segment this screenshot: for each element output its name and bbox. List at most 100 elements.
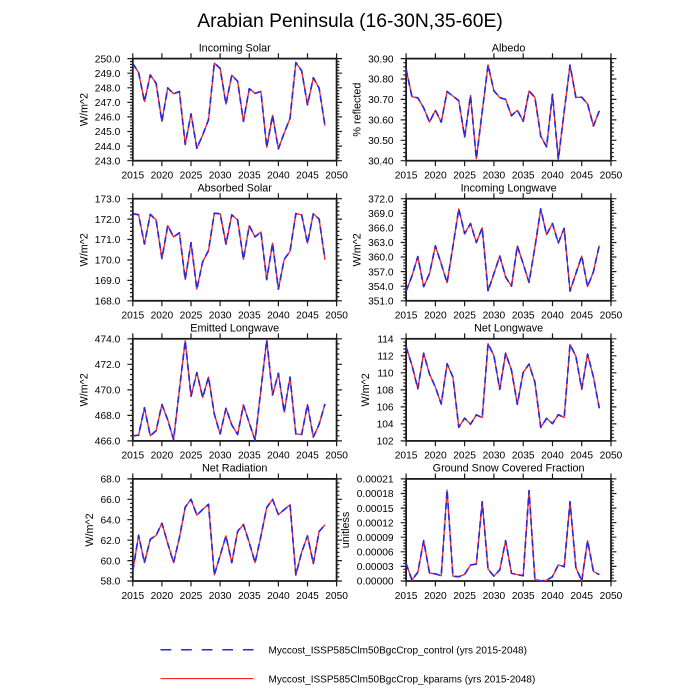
svg-text:247.0: 247.0	[95, 98, 121, 109]
svg-text:2040: 2040	[267, 451, 290, 462]
svg-text:172.0: 172.0	[95, 215, 121, 226]
svg-text:2015: 2015	[121, 171, 144, 182]
svg-text:351.0: 351.0	[368, 297, 394, 308]
svg-text:2045: 2045	[570, 171, 593, 182]
svg-text:2020: 2020	[151, 311, 174, 322]
svg-text:2015: 2015	[121, 591, 144, 602]
svg-text:114: 114	[377, 335, 394, 346]
svg-text:112: 112	[377, 352, 394, 363]
svg-text:2035: 2035	[512, 171, 535, 182]
svg-text:58.0: 58.0	[100, 577, 120, 588]
svg-text:Incoming Solar: Incoming Solar	[199, 42, 271, 54]
svg-text:Albedo: Albedo	[492, 42, 526, 54]
svg-text:2025: 2025	[180, 451, 203, 462]
svg-text:2050: 2050	[600, 591, 623, 602]
svg-text:2025: 2025	[180, 311, 203, 322]
svg-text:2020: 2020	[151, 451, 174, 462]
svg-text:Absorbed Solar: Absorbed Solar	[197, 183, 272, 195]
svg-text:2015: 2015	[121, 311, 144, 322]
svg-text:2045: 2045	[570, 311, 593, 322]
svg-text:2025: 2025	[180, 591, 203, 602]
svg-text:0.00012: 0.00012	[357, 518, 394, 529]
svg-text:30.90: 30.90	[368, 54, 394, 65]
svg-text:108: 108	[377, 386, 394, 397]
svg-text:110: 110	[377, 369, 394, 380]
svg-text:Myccost_ISSP585Clm50BgcCrop_co: Myccost_ISSP585Clm50BgcCrop_control (yrs…	[269, 646, 527, 657]
svg-text:468.0: 468.0	[95, 411, 121, 422]
svg-text:62.0: 62.0	[100, 536, 120, 547]
svg-text:Arabian Peninsula (16-30N,35-6: Arabian Peninsula (16-30N,35-60E)	[197, 11, 502, 32]
svg-text:2040: 2040	[541, 171, 564, 182]
svg-text:2020: 2020	[424, 451, 447, 462]
svg-text:2030: 2030	[209, 311, 232, 322]
svg-text:0.00000: 0.00000	[357, 577, 394, 588]
svg-text:354.0: 354.0	[368, 282, 394, 293]
svg-text:2015: 2015	[395, 451, 418, 462]
svg-text:Incoming Longwave: Incoming Longwave	[461, 183, 557, 195]
svg-text:0.00018: 0.00018	[357, 489, 394, 500]
svg-text:2025: 2025	[180, 171, 203, 182]
svg-text:466.0: 466.0	[95, 437, 121, 448]
svg-text:68.0: 68.0	[100, 475, 120, 486]
svg-text:2040: 2040	[267, 591, 290, 602]
svg-text:66.0: 66.0	[100, 495, 120, 506]
svg-text:2015: 2015	[395, 171, 418, 182]
svg-text:2045: 2045	[570, 591, 593, 602]
svg-text:470.0: 470.0	[95, 386, 121, 397]
svg-text:Ground Snow Covered Fraction: Ground Snow Covered Fraction	[433, 463, 585, 475]
svg-text:30.80: 30.80	[368, 75, 394, 86]
svg-text:2050: 2050	[325, 311, 348, 322]
svg-text:Net Longwave: Net Longwave	[474, 323, 543, 335]
svg-text:2050: 2050	[600, 311, 623, 322]
svg-text:2050: 2050	[325, 591, 348, 602]
svg-text:2040: 2040	[541, 311, 564, 322]
svg-text:2035: 2035	[512, 451, 535, 462]
svg-text:102: 102	[377, 437, 394, 448]
svg-text:104: 104	[377, 420, 394, 431]
svg-text:0.00006: 0.00006	[357, 548, 394, 559]
svg-text:2020: 2020	[424, 171, 447, 182]
svg-text:2030: 2030	[209, 591, 232, 602]
svg-text:0.00021: 0.00021	[357, 475, 394, 486]
svg-text:W/m^2: W/m^2	[78, 233, 90, 266]
svg-text:248.0: 248.0	[95, 84, 121, 95]
svg-text:2040: 2040	[267, 171, 290, 182]
svg-text:244.0: 244.0	[95, 142, 121, 153]
svg-text:2050: 2050	[325, 171, 348, 182]
svg-text:2045: 2045	[570, 451, 593, 462]
svg-text:30.50: 30.50	[368, 136, 394, 147]
svg-text:243.0: 243.0	[95, 156, 121, 167]
svg-text:372.0: 372.0	[368, 194, 394, 205]
svg-text:W/m^2: W/m^2	[78, 373, 90, 406]
svg-text:2045: 2045	[296, 311, 319, 322]
svg-text:2035: 2035	[512, 591, 535, 602]
svg-text:2045: 2045	[296, 591, 319, 602]
svg-text:2030: 2030	[483, 451, 506, 462]
svg-text:171.0: 171.0	[95, 235, 121, 246]
svg-text:0.00003: 0.00003	[357, 562, 394, 573]
svg-text:2025: 2025	[453, 451, 476, 462]
svg-text:2045: 2045	[296, 171, 319, 182]
svg-text:357.0: 357.0	[368, 267, 394, 278]
svg-text:2035: 2035	[238, 171, 261, 182]
svg-text:2025: 2025	[453, 591, 476, 602]
svg-text:369.0: 369.0	[368, 209, 394, 220]
svg-text:170.0: 170.0	[95, 256, 121, 267]
svg-text:2020: 2020	[424, 591, 447, 602]
svg-text:2050: 2050	[600, 451, 623, 462]
svg-text:2030: 2030	[483, 591, 506, 602]
svg-text:2025: 2025	[453, 311, 476, 322]
svg-text:173.0: 173.0	[95, 194, 121, 205]
svg-text:30.40: 30.40	[368, 156, 394, 167]
svg-text:472.0: 472.0	[95, 360, 121, 371]
svg-text:2015: 2015	[121, 451, 144, 462]
svg-text:366.0: 366.0	[368, 224, 394, 235]
svg-text:2035: 2035	[238, 591, 261, 602]
svg-text:W/m^2: W/m^2	[78, 93, 90, 126]
svg-text:2030: 2030	[209, 171, 232, 182]
svg-text:249.0: 249.0	[95, 69, 121, 80]
svg-text:363.0: 363.0	[368, 238, 394, 249]
svg-text:2015: 2015	[395, 311, 418, 322]
svg-text:2030: 2030	[209, 451, 232, 462]
svg-text:Myccost_ISSP585Clm50BgcCrop_kp: Myccost_ISSP585Clm50BgcCrop_kparams (yrs…	[269, 674, 536, 685]
